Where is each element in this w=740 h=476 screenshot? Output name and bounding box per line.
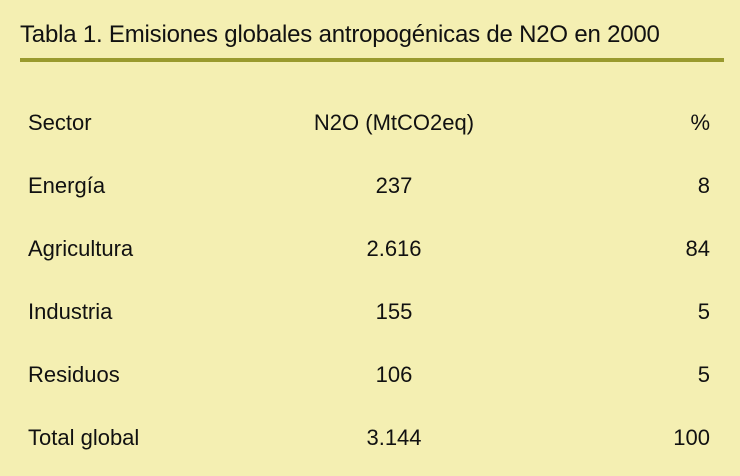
sector-cell: Agricultura [28,236,134,261]
table-title: Tabla 1. Emisiones globales antropogénic… [20,21,660,48]
sector-cell: Industria [28,299,113,324]
table-total-row: Total global 3.144 100 [0,405,740,468]
table-row: Energía 237 8 [0,153,740,216]
table-row: Residuos 106 5 [0,342,740,405]
table-header-row: Sector N2O (MtCO2eq) % [0,90,740,153]
sector-cell: Residuos [28,362,120,387]
table-row: Industria 155 5 [0,279,740,342]
table-row: Agricultura 2.616 84 [0,216,740,279]
emissions-table: Sector N2O (MtCO2eq) % Energía 237 8 Agr… [0,90,740,468]
n2o-cell: 155 [375,299,413,324]
n2o-cell: 2.616 [366,236,422,261]
percent-cell: 84 [685,236,710,261]
n2o-cell: 237 [375,173,413,198]
title-divider [20,58,724,62]
percent-cell: 100 [673,425,710,450]
percent-cell: 8 [697,173,710,198]
percent-cell: 5 [697,299,710,324]
sector-cell: Total global [28,425,140,450]
n2o-cell: 3.144 [366,425,422,450]
header-sector: Sector [28,110,92,135]
sector-cell: Energía [28,173,106,198]
header-percent: % [690,110,710,135]
header-n2o: N2O (MtCO2eq) [313,110,475,135]
n2o-cell: 106 [375,362,413,387]
percent-cell: 5 [697,362,710,387]
